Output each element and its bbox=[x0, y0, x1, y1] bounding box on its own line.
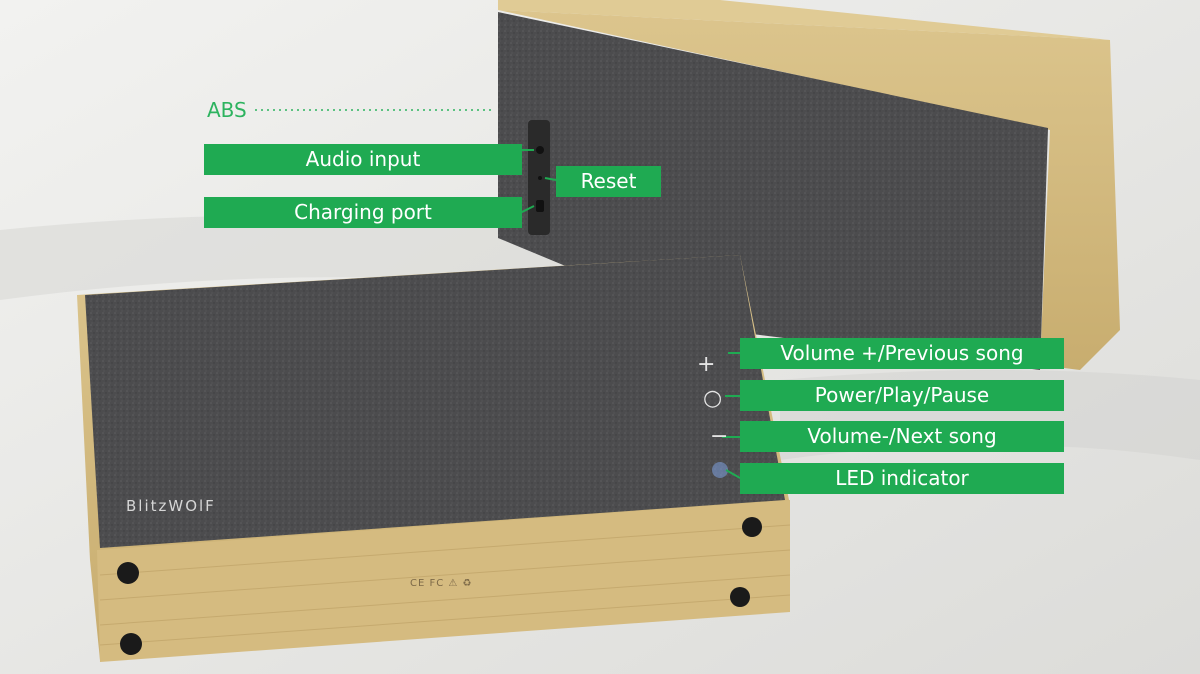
audio-input-port bbox=[536, 146, 544, 154]
led-indicator-light bbox=[712, 462, 728, 478]
brand-logo: BlitzWOlF bbox=[126, 497, 216, 515]
volume-up-label: Volume +/Previous song bbox=[740, 338, 1064, 369]
rubber-foot bbox=[742, 517, 762, 537]
plus-icon: + bbox=[697, 352, 716, 377]
bamboo-grain bbox=[99, 524, 791, 646]
connector-lines bbox=[519, 149, 741, 479]
back-speaker-bamboo-top bbox=[498, 0, 1110, 40]
rubber-foot bbox=[730, 587, 750, 607]
audio-input-label: Audio input bbox=[204, 144, 522, 175]
charging-port bbox=[536, 200, 544, 212]
rubber-foot bbox=[117, 562, 139, 584]
minus-icon: − bbox=[710, 424, 729, 449]
back-speaker-bamboo bbox=[498, 10, 1120, 370]
led-indicator-label: LED indicator bbox=[740, 463, 1064, 494]
power-label: Power/Play/Pause bbox=[740, 380, 1064, 411]
certification-marks: CE FC ⚠ ♻ bbox=[410, 578, 473, 589]
front-speaker-fabric bbox=[85, 255, 785, 548]
charging-port-label: Charging port bbox=[204, 197, 522, 228]
rubber-foot bbox=[120, 633, 142, 655]
volume-down-label: Volume-/Next song bbox=[740, 421, 1064, 452]
reset-label: Reset bbox=[556, 166, 661, 197]
front-speaker-bottom bbox=[97, 500, 790, 662]
power-icon: ○ bbox=[703, 386, 723, 411]
abs-label: ABS bbox=[207, 98, 247, 122]
reset-hole bbox=[538, 176, 542, 180]
